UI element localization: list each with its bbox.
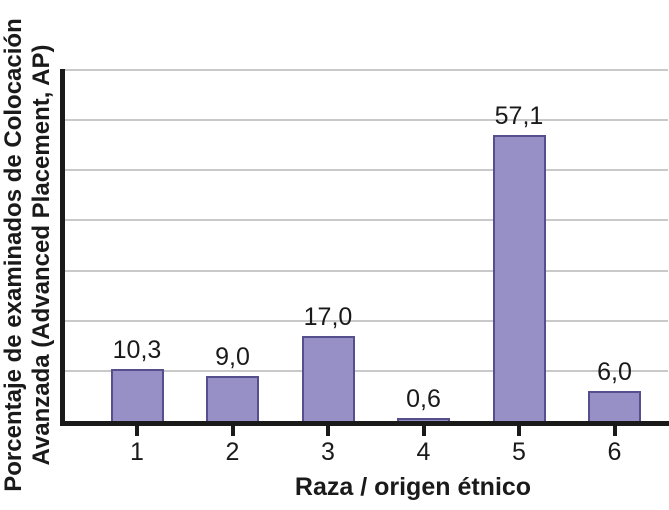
plot-area: 10,3 9,0 17,0 0,6 57,1 6,0 bbox=[64, 69, 668, 421]
x-tick-label-4: 4 bbox=[416, 438, 431, 466]
x-tick-1 bbox=[135, 426, 139, 436]
bar-value-label-6: 6,0 bbox=[597, 357, 632, 386]
bar-value-label-5: 57,1 bbox=[494, 101, 544, 130]
bar-category-6 bbox=[588, 390, 641, 421]
x-axis-label: Raza / origen étnico bbox=[294, 473, 532, 501]
bar-value-label-2: 9,0 bbox=[215, 342, 250, 371]
x-tick-label-3: 3 bbox=[321, 438, 335, 466]
x-tick-2 bbox=[230, 426, 235, 436]
x-tick-4 bbox=[421, 426, 426, 436]
bar-category-1 bbox=[110, 369, 164, 421]
bar-category-2 bbox=[206, 375, 259, 421]
x-tick-label-2: 2 bbox=[225, 438, 240, 466]
gridline-70 bbox=[64, 69, 668, 71]
bar-category-4 bbox=[397, 418, 450, 421]
bar-value-label-3: 17,0 bbox=[303, 302, 353, 331]
bar-value-label-1: 10,3 bbox=[112, 336, 162, 365]
x-tick-5 bbox=[517, 426, 521, 436]
bar-category-5 bbox=[492, 134, 546, 421]
x-tick-3 bbox=[326, 426, 330, 436]
x-tick-label-5: 5 bbox=[512, 438, 526, 466]
y-axis-label-line1: Porcentaje de examinados de Colocación bbox=[0, 18, 27, 492]
y-axis-label-line2: Avanzada (Advanced Placement, AP) bbox=[28, 44, 55, 466]
x-tick-label-6: 6 bbox=[607, 438, 622, 466]
bar-category-3 bbox=[301, 335, 355, 421]
bar-value-label-4: 0,6 bbox=[406, 385, 441, 413]
gridline-60 bbox=[64, 119, 668, 122]
gridline-50 bbox=[64, 169, 668, 172]
gridline-40 bbox=[64, 219, 668, 222]
x-tick-label-1: 1 bbox=[130, 438, 144, 466]
x-axis-line bbox=[60, 421, 669, 426]
y-axis-label: Porcentaje de examinados de Colocación A… bbox=[0, 0, 58, 510]
x-tick-6 bbox=[612, 426, 617, 436]
gridline-10 bbox=[64, 369, 668, 372]
gridline-30 bbox=[64, 269, 668, 272]
y-axis-line bbox=[60, 69, 65, 425]
gridline-20 bbox=[64, 319, 668, 322]
